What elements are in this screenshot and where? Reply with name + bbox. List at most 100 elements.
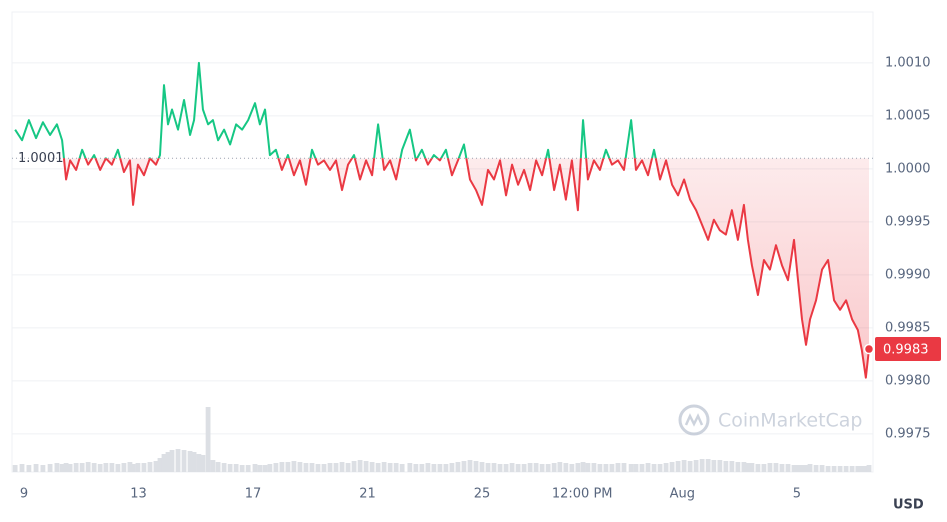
volume-bar <box>609 464 615 472</box>
volume-bar <box>729 461 735 472</box>
volume-bar <box>449 463 455 472</box>
volume-bar <box>187 451 193 472</box>
volume-bar <box>866 465 872 472</box>
watermark: CoinMarketCap <box>678 404 863 436</box>
volume-bar <box>135 463 141 472</box>
plot-frame <box>11 11 874 473</box>
volume-bar <box>825 466 831 472</box>
volume-bar <box>645 463 651 472</box>
volume-bar <box>303 463 309 472</box>
volume-bar <box>621 463 627 472</box>
price-tag <box>875 337 941 362</box>
y-tick-label: 0.9990 <box>885 267 931 282</box>
volume-bar <box>628 464 634 472</box>
y-tick-label: 0.9985 <box>885 320 931 335</box>
volume-bar <box>333 463 339 472</box>
volume-bar <box>651 464 657 472</box>
volume-bar <box>773 463 779 472</box>
volume-bar <box>273 463 279 472</box>
volume-bar <box>509 463 515 472</box>
volume-bar <box>47 464 53 472</box>
volume-bar <box>363 461 369 472</box>
watermark-logo <box>684 413 704 427</box>
volume-bar <box>387 463 393 472</box>
volume-bar <box>285 462 291 472</box>
volume-bar <box>837 466 843 472</box>
volume-bar <box>597 464 603 472</box>
volume-bar <box>40 465 46 472</box>
volume-bar <box>339 462 345 472</box>
volume-bar <box>633 464 639 472</box>
x-tick-label: 25 <box>474 487 491 502</box>
baseline-label: 1.0001 <box>18 151 64 166</box>
volume-bar <box>239 465 245 472</box>
currency-label: USD <box>893 498 924 513</box>
volume-bar <box>407 463 413 472</box>
volume-bar <box>745 463 751 472</box>
price-line-up <box>14 61 657 159</box>
volume-bar <box>485 463 491 472</box>
watermark-text: CoinMarketCap <box>718 410 863 432</box>
volume-bar <box>859 466 865 472</box>
volume-bar <box>63 463 69 472</box>
volume-bar <box>527 463 533 472</box>
watermark-logo <box>678 404 710 436</box>
volume-bar <box>545 464 551 472</box>
volume-bar <box>375 463 381 472</box>
volume-bar <box>165 452 171 472</box>
volume-bar <box>785 464 791 472</box>
volume-bar <box>735 462 741 472</box>
x-tick-label: 13 <box>130 487 147 502</box>
volume-bar <box>693 460 699 472</box>
volume-bar <box>455 462 461 472</box>
volume-bar <box>127 462 133 472</box>
volume-bar <box>615 463 621 472</box>
volume-bar <box>580 462 586 472</box>
volume-bar <box>603 464 609 472</box>
volume-bar <box>803 465 809 472</box>
volume-bar <box>357 460 363 472</box>
volume-bar <box>161 454 167 472</box>
volume-bar <box>863 466 869 472</box>
y-tick-label: 1.0000 <box>885 161 931 176</box>
volume-bar <box>657 464 663 472</box>
volume-bar <box>741 462 747 472</box>
volume-bar <box>181 450 187 472</box>
grid <box>12 62 873 435</box>
volume-bar <box>503 464 509 472</box>
volume-bar <box>321 464 327 472</box>
volume-bar <box>585 463 591 472</box>
volume-bar <box>843 466 849 472</box>
volume-bar <box>755 464 761 472</box>
volume-bar <box>97 464 103 472</box>
volume-bar <box>221 463 227 472</box>
volume-bar <box>267 464 273 472</box>
volume-bar <box>819 465 825 472</box>
volume-bar <box>54 463 60 472</box>
volume-bar <box>669 462 675 472</box>
volume-bar <box>855 466 861 472</box>
volume-bar <box>591 463 597 472</box>
x-tick-label: 5 <box>793 487 801 502</box>
volume-bar <box>393 463 399 472</box>
volume-bar <box>279 462 285 472</box>
volume-bar <box>557 462 563 472</box>
volume-bar <box>687 461 693 472</box>
volume-bar <box>491 463 497 472</box>
volume-bar <box>749 463 755 472</box>
volume-bar <box>175 449 181 472</box>
volume-bar <box>461 461 467 472</box>
volume-bar <box>473 461 479 472</box>
volume-bar <box>443 464 449 472</box>
volume-bar <box>257 465 263 472</box>
price-line-down <box>62 158 870 379</box>
volume-bar <box>521 464 527 472</box>
x-tick-label: Aug <box>670 487 695 502</box>
volume <box>12 407 872 472</box>
y-tick-label: 1.0005 <box>885 108 931 123</box>
volume-bar <box>215 462 221 472</box>
price: 1.0001 <box>12 61 875 379</box>
volume-bar <box>252 464 258 472</box>
last-point <box>863 343 875 355</box>
